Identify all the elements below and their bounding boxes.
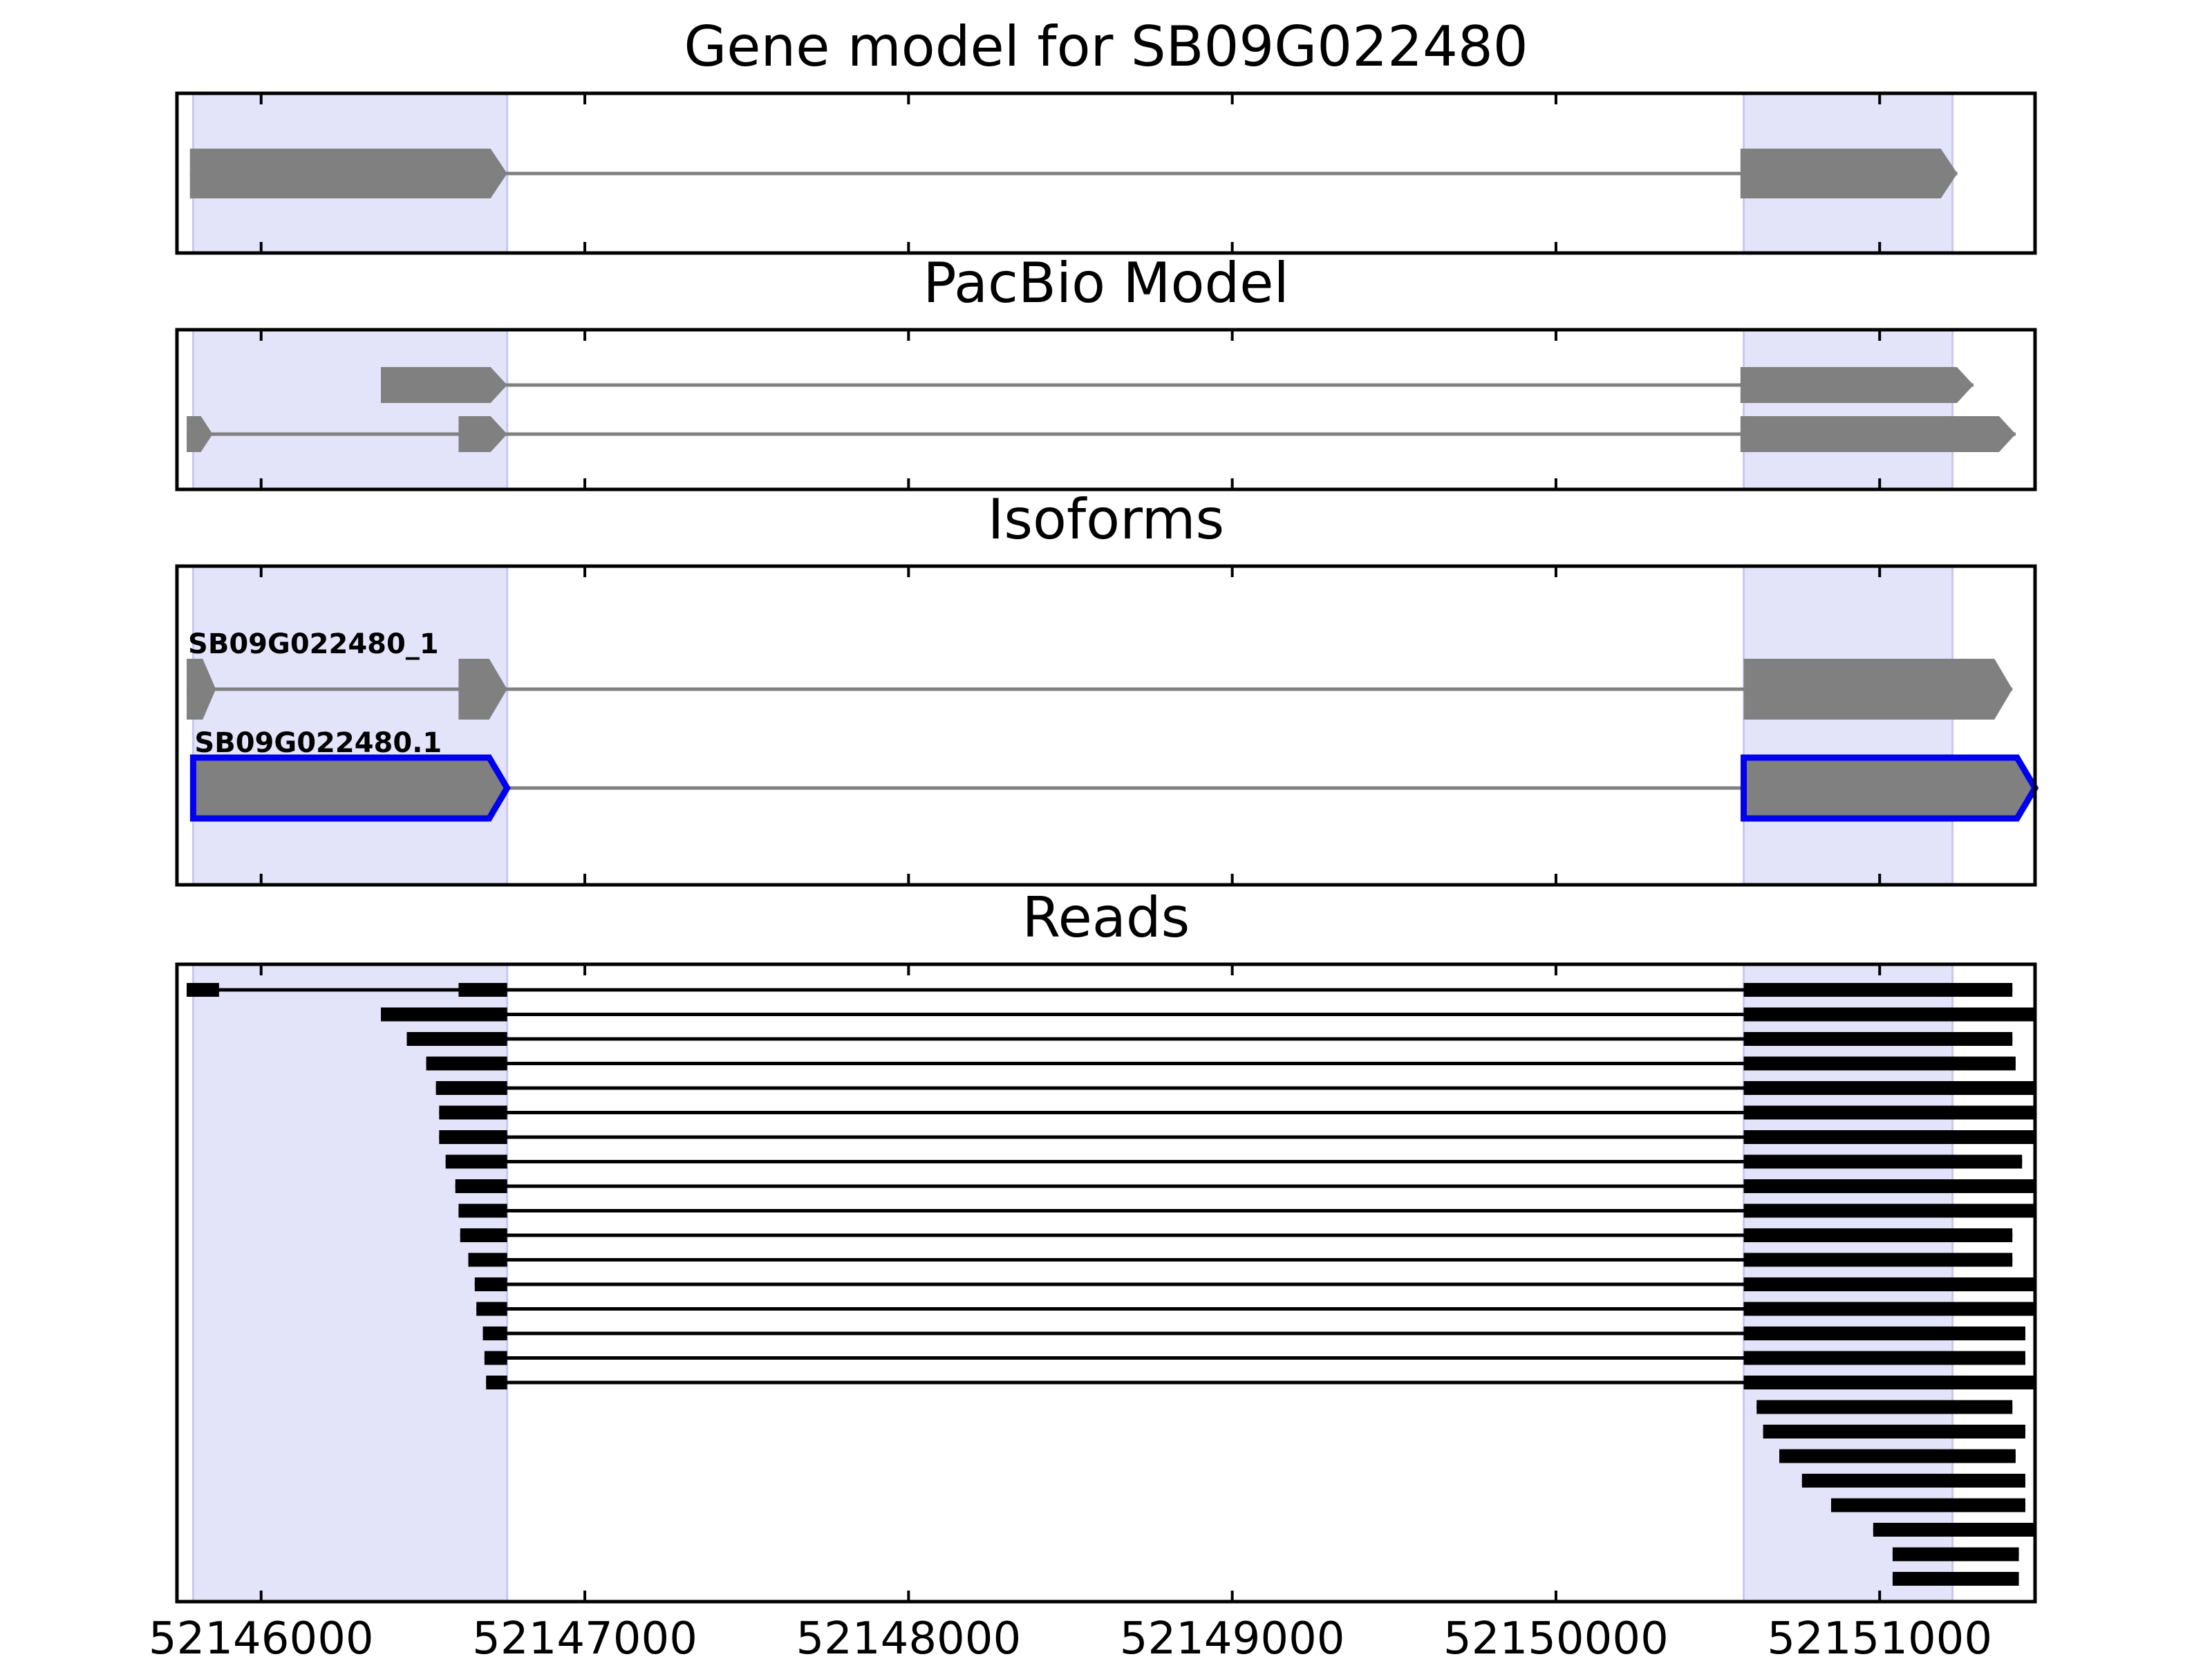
read-block xyxy=(1892,1547,2019,1562)
read-block xyxy=(187,983,219,997)
reads-track xyxy=(175,962,2037,1604)
read-block xyxy=(1743,1351,2025,1365)
read-block xyxy=(435,1081,507,1095)
exon-block xyxy=(187,416,213,452)
read-block xyxy=(1743,1203,2035,1218)
read-block xyxy=(439,1130,507,1144)
axes-frame xyxy=(175,962,2037,1604)
exon-block xyxy=(187,659,216,720)
highlight-region xyxy=(191,328,509,491)
x-tick-label: 52146000 xyxy=(149,1613,374,1659)
panel-pacbio-model: PacBio Model xyxy=(175,251,2037,491)
read-block xyxy=(1743,983,2013,997)
read-block xyxy=(1873,1523,2035,1537)
isoform-label: SB09G022480_1 xyxy=(188,628,439,660)
x-axis-tick-labels: 52146000 52147000 52148000 52149000 52150000… xyxy=(149,1613,1992,1659)
exon-block xyxy=(458,659,507,720)
read-block xyxy=(1743,1228,2013,1242)
panel-reads: Reads xyxy=(175,885,2037,1604)
read-block xyxy=(484,1351,507,1365)
x-tick-label: 52148000 xyxy=(796,1613,1021,1659)
read-block xyxy=(406,1032,507,1046)
pacbio-model-track xyxy=(175,328,2037,491)
exon-block xyxy=(1743,659,2013,720)
read-block xyxy=(476,1302,507,1316)
read-block xyxy=(381,1007,507,1022)
read-block xyxy=(458,1203,507,1218)
panel-gene-model: Gene model for SB09G022480 xyxy=(175,15,2037,255)
panel-title-reads: Reads xyxy=(1022,885,1190,950)
isoforms-track: SB09G022480_1 SB09G022480.1 xyxy=(175,564,2039,887)
x-tick-label: 52150000 xyxy=(1443,1613,1669,1659)
exon-block xyxy=(1740,367,1974,403)
read-block xyxy=(1763,1425,2025,1438)
gene-model-track xyxy=(175,91,2037,255)
exon-block xyxy=(189,149,507,198)
read-block xyxy=(426,1056,507,1071)
read-block xyxy=(460,1228,507,1242)
read-block xyxy=(1756,1400,2013,1414)
read-block xyxy=(439,1105,507,1120)
read-block xyxy=(1743,1105,2035,1120)
panel-title-pacbio-model: PacBio Model xyxy=(923,251,1288,315)
read-block xyxy=(1743,1327,2025,1340)
x-tick-label: 52147000 xyxy=(472,1613,697,1659)
highlight-region xyxy=(1743,328,1954,491)
axes-frame xyxy=(175,91,2037,255)
read-block xyxy=(458,983,507,997)
read-block xyxy=(1892,1572,2019,1586)
read-block xyxy=(1743,1302,2035,1316)
read-block xyxy=(1743,1277,2035,1291)
exon-block xyxy=(381,367,507,403)
read-block xyxy=(486,1376,507,1389)
exon-block xyxy=(189,754,511,822)
read-block xyxy=(468,1253,507,1267)
exon-block xyxy=(458,416,507,452)
read-block xyxy=(1743,1154,2023,1169)
read-block xyxy=(474,1277,507,1291)
read-block xyxy=(1779,1449,2016,1463)
exon-block xyxy=(1741,754,2039,822)
x-tick-label: 52151000 xyxy=(1767,1613,1992,1659)
exon-block xyxy=(1740,149,1958,198)
read-block xyxy=(1743,1081,2035,1095)
x-tick-label: 52149000 xyxy=(1120,1613,1345,1659)
read-block xyxy=(1743,1253,2013,1267)
isoform-label: SB09G022480.1 xyxy=(194,727,442,759)
panel-title-gene-model: Gene model for SB09G022480 xyxy=(684,15,1528,79)
panel-isoforms: Isoforms SB09G022480_1 SB09G022480.1 xyxy=(175,487,2039,887)
highlight-region xyxy=(1743,565,1954,886)
read-block xyxy=(482,1327,507,1340)
read-block xyxy=(1743,1056,2016,1071)
read-block xyxy=(1743,1032,2013,1046)
read-block xyxy=(445,1154,507,1169)
axes-frame xyxy=(175,328,2037,491)
highlight-region xyxy=(191,963,509,1603)
exon-block xyxy=(1740,416,2016,452)
read-block xyxy=(1743,1179,2035,1193)
read-block xyxy=(1743,1376,2035,1389)
read-block xyxy=(1801,1474,2025,1488)
read-block xyxy=(1743,1007,2035,1022)
read-block xyxy=(455,1179,507,1193)
highlight-region xyxy=(191,565,509,886)
read-block xyxy=(1830,1498,2025,1512)
axes-frame xyxy=(175,564,2037,887)
panel-title-isoforms: Isoforms xyxy=(988,487,1224,552)
read-block xyxy=(1743,1130,2035,1144)
